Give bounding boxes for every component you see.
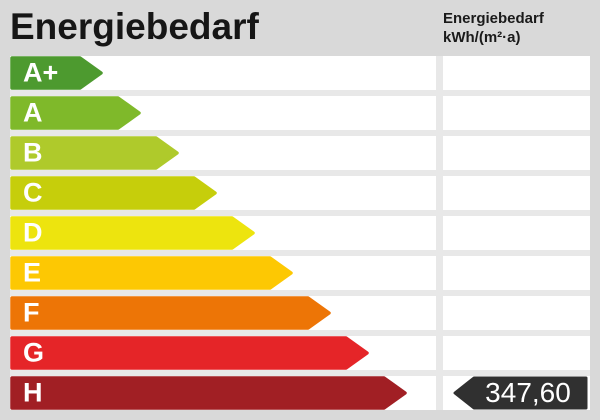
unit-header-line2: kWh/(m²·a) xyxy=(443,29,521,46)
scale-row-f: F xyxy=(10,296,590,330)
class-label: C xyxy=(23,177,43,208)
class-arrow: G xyxy=(10,336,369,370)
value-indicator-arrow: 347,60 xyxy=(452,376,588,410)
scale-row-g: G xyxy=(10,336,590,370)
class-label: A+ xyxy=(23,57,59,88)
row-value-cell xyxy=(443,136,590,170)
class-arrow: H xyxy=(10,376,407,410)
row-band: H xyxy=(10,376,436,410)
class-arrow: E xyxy=(10,256,293,290)
scale-row-a: A xyxy=(10,96,590,130)
row-band: A+ xyxy=(10,56,436,90)
page-title: Energiebedarf xyxy=(10,6,259,47)
row-band: A xyxy=(10,96,436,130)
class-arrow: C xyxy=(10,176,217,210)
class-label: H xyxy=(23,377,43,408)
class-arrow: B xyxy=(10,136,179,170)
class-label: D xyxy=(23,217,43,248)
row-value-cell: 347,60 xyxy=(443,376,590,410)
class-label: F xyxy=(23,297,40,328)
scale-row-b: B xyxy=(10,136,590,170)
class-arrow: A xyxy=(10,96,141,130)
scale-row-c: C xyxy=(10,176,590,210)
class-label: B xyxy=(23,137,43,168)
class-label: E xyxy=(23,257,42,288)
scale-row-d: D xyxy=(10,216,590,250)
row-value-cell xyxy=(443,296,590,330)
row-band: D xyxy=(10,216,436,250)
class-arrow: F xyxy=(10,296,331,330)
row-value-cell xyxy=(443,176,590,210)
scale-row-aplus: A+ xyxy=(10,56,590,90)
row-band: B xyxy=(10,136,436,170)
row-band: E xyxy=(10,256,436,290)
value-text: 347,60 xyxy=(485,377,571,408)
row-value-cell xyxy=(443,256,590,290)
row-value-cell xyxy=(443,216,590,250)
row-value-cell xyxy=(443,336,590,370)
class-arrow: A+ xyxy=(10,56,103,90)
row-value-cell xyxy=(443,56,590,90)
scale-rows: A+ A B C D E F G H 347,60 xyxy=(10,56,590,410)
row-band: F xyxy=(10,296,436,330)
scale-row-e: E xyxy=(10,256,590,290)
class-label: G xyxy=(23,337,45,368)
unit-header: Energiebedarf kWh/(m²·a) xyxy=(443,9,544,47)
row-band: G xyxy=(10,336,436,370)
unit-header-line1: Energiebedarf xyxy=(443,10,544,27)
scale-row-h: H 347,60 xyxy=(10,376,590,410)
class-arrow: D xyxy=(10,216,255,250)
class-label: A xyxy=(23,97,43,128)
row-value-cell xyxy=(443,96,590,130)
row-band: C xyxy=(10,176,436,210)
